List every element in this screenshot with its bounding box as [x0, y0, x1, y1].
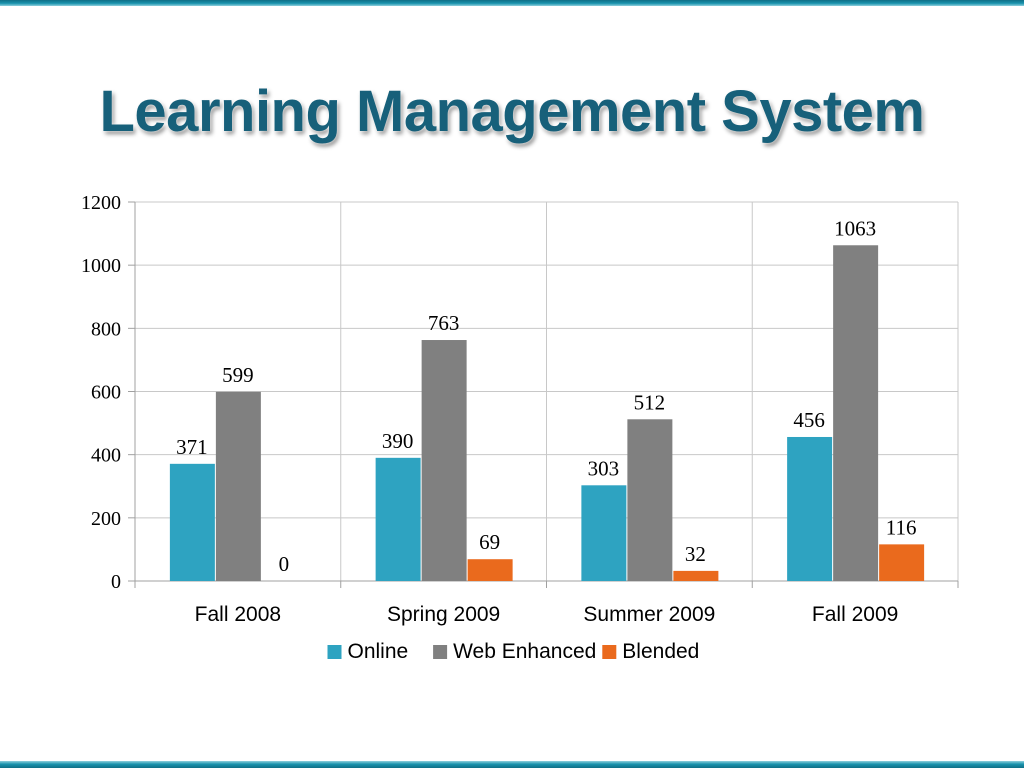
legend-label: Online — [348, 640, 409, 663]
data-label: 371 — [176, 435, 208, 459]
y-tick-label: 0 — [111, 571, 121, 593]
x-tick-label: Summer 2009 — [583, 603, 715, 626]
x-tick-label: Spring 2009 — [387, 603, 500, 626]
slide-title: Learning Management System — [99, 79, 926, 144]
y-tick-label: 200 — [91, 508, 121, 530]
bar-online — [375, 457, 421, 581]
y-tick-label: 400 — [91, 445, 121, 467]
legend-label: Web Enhanced — [453, 640, 596, 663]
legend-swatch — [602, 645, 617, 659]
x-tick-label: Fall 2008 — [195, 603, 281, 626]
y-tick-label: 1000 — [81, 255, 121, 277]
bar-online — [581, 485, 627, 581]
bar-blended — [467, 559, 513, 581]
data-label: 599 — [222, 363, 254, 387]
bar-web-enhanced — [833, 245, 879, 581]
data-label: 0 — [279, 552, 290, 576]
bottom-accent-band — [0, 761, 1024, 768]
bar-online — [169, 463, 215, 581]
y-tick-label: 1200 — [81, 192, 121, 214]
bar-online — [787, 436, 833, 581]
data-label: 1063 — [834, 216, 876, 240]
x-tick-label: Fall 2009 — [812, 603, 898, 626]
bar-web-enhanced — [627, 419, 673, 581]
top-accent-band — [0, 0, 1024, 6]
y-tick-label: 600 — [91, 382, 121, 404]
bar-web-enhanced — [421, 340, 467, 581]
data-label: 303 — [588, 456, 620, 480]
data-label: 32 — [685, 542, 706, 566]
bar-web-enhanced — [215, 391, 261, 581]
data-label: 512 — [634, 390, 666, 414]
data-label: 390 — [382, 429, 414, 453]
y-tick-label: 800 — [91, 318, 121, 340]
legend-swatch — [327, 645, 342, 659]
data-label: 763 — [428, 311, 460, 335]
legend-swatch — [433, 645, 448, 659]
bar-blended — [879, 544, 925, 581]
data-label: 69 — [479, 530, 500, 554]
data-label: 456 — [793, 408, 825, 432]
legend-label: Blended — [622, 640, 699, 663]
bar-blended — [673, 570, 719, 581]
data-label: 116 — [886, 515, 917, 539]
